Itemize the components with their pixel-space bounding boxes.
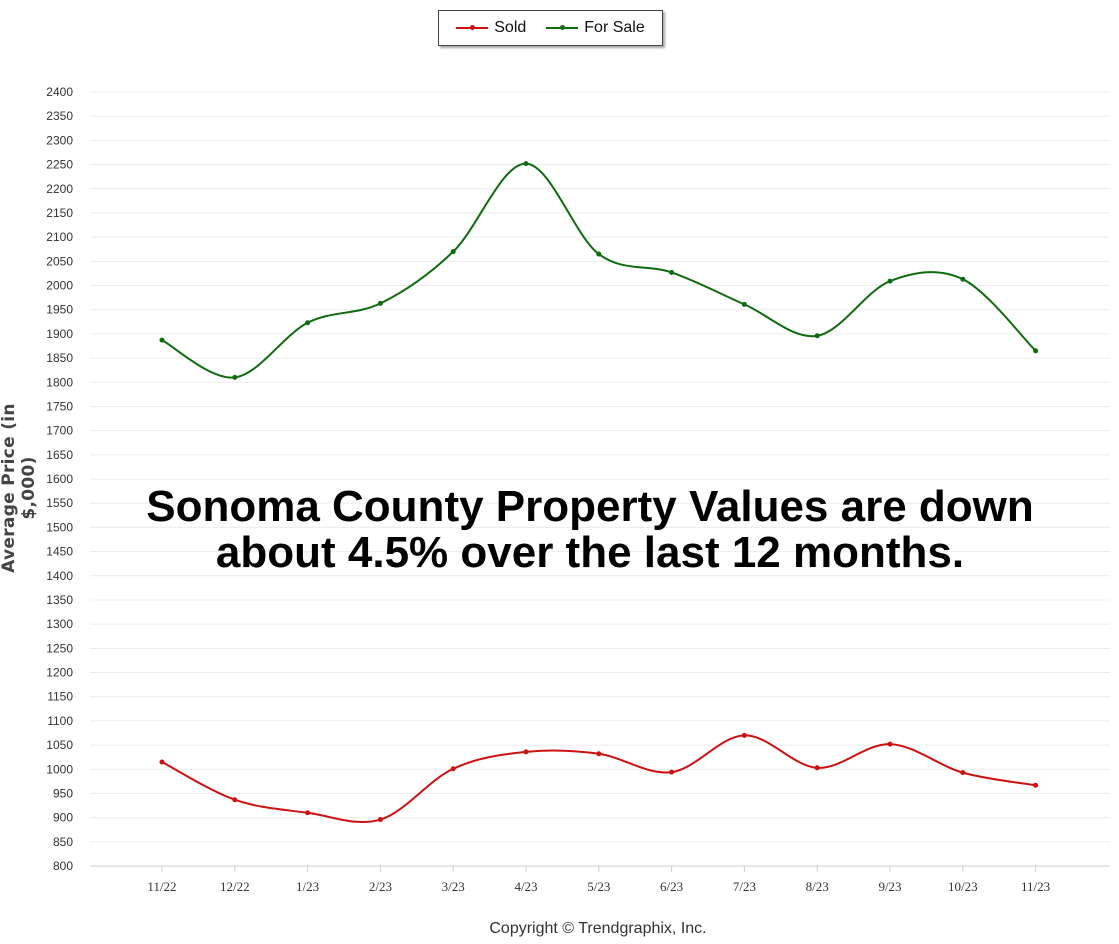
legend-item-for-sale[interactable]: For Sale (546, 19, 645, 37)
y-tick-label: 2250 (46, 158, 73, 172)
data-point-sold (814, 765, 820, 771)
y-tick-label: 1550 (46, 496, 73, 510)
y-tick-label: 1750 (46, 399, 73, 413)
legend-swatch-for-sale (546, 25, 579, 30)
x-tick-label: 11/22 (147, 879, 176, 894)
x-tick-label: 10/23 (948, 879, 978, 894)
y-tick-label: 1100 (47, 714, 73, 728)
data-point-for-sale (887, 278, 893, 284)
y-tick-label: 1000 (46, 762, 73, 776)
data-point-for-sale (232, 374, 238, 380)
legend-swatch-sold (456, 25, 489, 30)
data-point-sold (887, 741, 893, 747)
y-axis-title: Average Price (in $,000) (0, 403, 39, 573)
data-point-for-sale (814, 333, 820, 339)
y-tick-label: 1950 (46, 303, 73, 317)
data-point-for-sale (523, 161, 529, 167)
data-point-sold (305, 810, 311, 816)
y-tick-label: 1250 (46, 641, 73, 655)
x-tick-label: 1/23 (296, 879, 319, 894)
chart-annotation: Sonoma County Property Values are down a… (146, 482, 1034, 577)
data-point-for-sale (960, 276, 966, 282)
data-point-for-sale (596, 251, 602, 257)
data-point-for-sale (741, 301, 747, 307)
y-tick-label: 1300 (46, 617, 73, 631)
x-tick-label: 2/23 (369, 879, 392, 894)
y-tick-label: 1600 (46, 472, 73, 486)
y-tick-label: 2300 (46, 133, 73, 147)
data-point-sold (741, 732, 747, 738)
y-tick-label: 2150 (46, 206, 73, 220)
series-line-sold (161, 734, 1036, 824)
legend-label-sold: Sold (494, 19, 527, 36)
y-tick-label: 1900 (46, 327, 73, 341)
y-tick-label: 1650 (46, 448, 73, 462)
data-point-sold (596, 751, 602, 757)
x-tick-label: 8/23 (806, 879, 829, 894)
y-tick-label: 2400 (46, 85, 73, 99)
y-tick-label: 800 (53, 859, 73, 873)
data-point-for-sale (1033, 348, 1039, 354)
y-tick-label: 1350 (46, 593, 73, 607)
data-point-for-sale (305, 320, 311, 326)
data-point-sold (523, 749, 529, 755)
data-point-for-sale (669, 269, 675, 275)
y-tick-label: 1150 (47, 690, 73, 704)
y-tick-label: 2000 (46, 279, 73, 293)
y-tick-label: 1050 (46, 738, 73, 752)
copyright-text: Copyright © Trendgraphix, Inc. (489, 920, 707, 937)
y-tick-label: 850 (53, 835, 73, 849)
series-line-for-sale (161, 162, 1037, 379)
legend-item-sold[interactable]: Sold (456, 19, 526, 37)
x-tick-label: 6/23 (660, 879, 683, 894)
y-tick-label: 950 (53, 786, 73, 800)
data-point-sold (1033, 782, 1039, 788)
chart-legend: Sold For Sale (438, 10, 663, 46)
data-point-sold (450, 766, 456, 772)
y-tick-label: 1450 (46, 545, 73, 559)
data-point-sold (159, 759, 165, 765)
y-tick-label: 2200 (46, 182, 73, 196)
data-point-sold (232, 797, 238, 803)
x-tick-label: 5/23 (587, 879, 610, 894)
x-tick-label: 11/23 (1021, 879, 1050, 894)
x-tick-label: 4/23 (514, 879, 537, 894)
data-point-sold (669, 769, 675, 775)
y-tick-label: 1200 (46, 666, 73, 680)
x-tick-label: 12/22 (220, 879, 250, 894)
y-tick-label: 2350 (46, 109, 73, 123)
y-tick-label: 900 (53, 811, 73, 825)
y-tick-label: 1800 (46, 375, 73, 389)
data-point-for-sale (377, 300, 383, 306)
y-tick-label: 1850 (46, 351, 73, 365)
data-point-sold (377, 817, 383, 823)
data-point-for-sale (159, 337, 165, 343)
y-tick-label: 1700 (46, 424, 73, 438)
x-tick-label: 3/23 (442, 879, 465, 894)
x-tick-label: 7/23 (733, 879, 756, 894)
y-tick-label: 1400 (46, 569, 73, 583)
x-tick-label: 9/23 (878, 879, 901, 894)
data-point-for-sale (450, 249, 456, 255)
y-tick-label: 2050 (46, 254, 73, 268)
legend-label-for-sale: For Sale (584, 19, 645, 36)
y-tick-label: 1500 (46, 520, 73, 534)
y-tick-label: 2100 (46, 230, 73, 244)
data-point-sold (960, 770, 966, 776)
